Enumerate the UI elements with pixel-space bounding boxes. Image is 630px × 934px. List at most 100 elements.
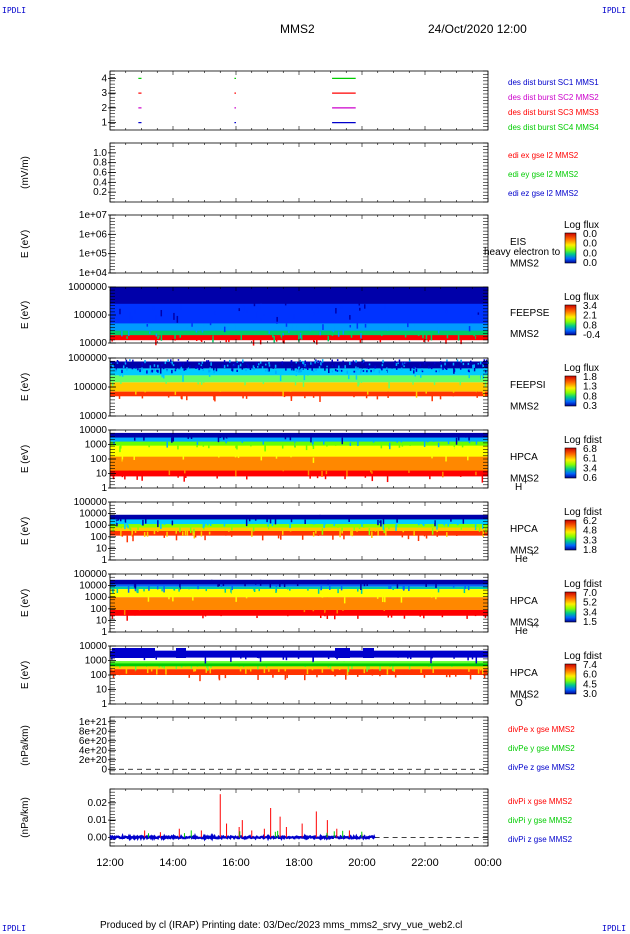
eis-frame: [109, 214, 489, 274]
panel-feepsi: 1000000 100000 10000 E (eV) FEEPSI MMS2 Log fl…: [20, 353, 599, 422]
hpca-hepp-spacecraft-label: MMS2: [510, 618, 539, 629]
eis-ytick-label: 1e+07: [79, 210, 108, 221]
eis-ytick-label: 1e+06: [79, 229, 108, 240]
burst-ytick-label: 3: [101, 88, 107, 99]
hpca-he-colorbar-tick: 1.8: [583, 545, 597, 556]
hpca-o-charge-label: +: [523, 693, 528, 702]
divpi-ylabel: (nPa/km): [20, 797, 31, 838]
eis-overlay-text: heavy electron to: [484, 247, 561, 258]
eis-instrument-label: EIS: [510, 237, 526, 248]
feepse-colorbar-tick: 0.8: [583, 320, 597, 331]
eis-spacecraft-label: MMS2: [510, 259, 539, 270]
hpca-hepp-colorbar-tick: 3.4: [583, 607, 597, 618]
eis-colorbar-tick: 0.0: [583, 248, 597, 259]
hpca-he-ytick-label: 1: [101, 555, 107, 566]
feepse-colorbar-tick: 2.1: [583, 311, 597, 322]
hpca-he-spacecraft-label: MMS2: [510, 546, 539, 557]
hpca-o-colorbar: [564, 663, 577, 695]
divpi-ytick-label: 0.01: [88, 815, 108, 826]
feepsi-colorbar-tick: 1.8: [583, 372, 597, 383]
divpe-frame: [109, 716, 489, 775]
hpca-he-species-label: He: [515, 554, 528, 565]
hpca-hepp-instrument-label: HPCA: [510, 596, 538, 607]
eis-colorbar: [564, 232, 577, 264]
eis-ylabel: E (eV): [20, 230, 31, 258]
plot-title: MMS2: [280, 22, 315, 36]
hpca-hepp-colorbar-tick: 5.2: [583, 598, 597, 609]
edi-ytick-label: 0.4: [93, 177, 107, 188]
hpca-h-ytick-label: 1000: [85, 440, 108, 451]
hpca-h-colorbar-tick: 6.1: [583, 454, 597, 465]
hpca-hepp-charge-label: ++: [530, 621, 540, 630]
feepsi-colorbar-tick: 0.8: [583, 391, 597, 402]
burst-ytick-label: 2: [101, 103, 107, 114]
hpca-he-instrument-label: HPCA: [510, 524, 538, 535]
divpi-ytick-label: 0.00: [88, 832, 108, 843]
legend-entry: edi ey gse l2 MMS2: [508, 170, 579, 179]
hpca-hepp-colorbar: [564, 591, 577, 623]
hpca-h-charge-label: +: [523, 477, 528, 486]
hpca-h-colorbar: [564, 447, 577, 479]
legend-entry: des dist burst SC2 MMS2: [508, 93, 599, 102]
feepsi-colorbar-title: Log flux: [564, 363, 599, 374]
edi-ytick-label: 1.0: [93, 148, 107, 159]
hpca-o-spectrogram: [110, 648, 489, 682]
feepsi-instrument-label: FEEPSI: [510, 380, 546, 391]
time-tick-label: 18:00: [285, 857, 313, 869]
feepsi-spectrogram: [110, 359, 489, 402]
eis-ytick-label: 1e+05: [79, 249, 108, 260]
legend-entry: divPi z gse MMS2: [508, 835, 573, 844]
feepsi-colorbar-tick: 0.3: [583, 401, 597, 412]
feepse-spectrogram: [110, 287, 488, 346]
edi-ytick-label: 0.6: [93, 168, 107, 179]
legend-entry: des dist burst SC1 MMS1: [508, 78, 599, 87]
hpca-he-spectrogram: [110, 514, 488, 543]
legend-entry: divPe x gse MMS2: [508, 725, 575, 734]
edi-ylabel: (mV/m): [20, 156, 31, 189]
panel-burst: 4 3 2 1 des dist burst SC1 MMS1 des dist burs…: [101, 70, 599, 132]
feepsi-colorbar: [564, 375, 577, 407]
feepse-colorbar-tick: -0.4: [583, 330, 601, 341]
edi-frame: [109, 142, 489, 203]
time-tick-label: 20:00: [348, 857, 376, 869]
hpca-h-colorbar-title: Log fdist: [564, 435, 602, 446]
feepsi-colorbar-tick: 1.3: [583, 382, 597, 393]
hpca-o-instrument-label: HPCA: [510, 668, 538, 679]
hpca-hepp-colorbar-title: Log fdist: [564, 579, 602, 590]
hpca-hepp-spectrogram: [110, 579, 488, 621]
divpi-z-trace: [109, 833, 376, 842]
hpca-hepp-ytick-label: 1: [101, 627, 107, 638]
edi-ytick-label: 0.2: [93, 187, 107, 198]
time-tick-label: 00:00: [474, 857, 502, 869]
feepsi-ylabel: E (eV): [20, 373, 31, 401]
time-tick-label: 14:00: [159, 857, 187, 869]
time-tick-label: 12:00: [96, 857, 124, 869]
legend-entry: edi ez gse l2 MMS2: [508, 189, 579, 198]
corner-label-top-right: IPDLI: [602, 6, 627, 15]
feepse-ytick-label: 100000: [74, 310, 108, 321]
hpca-he-colorbar-tick: 6.2: [583, 516, 597, 527]
legend-entry: des dist burst SC4 MMS4: [508, 123, 599, 132]
divpe-ylabel: (nPa/km): [20, 725, 31, 766]
feepsi-ytick-label: 1000000: [68, 353, 107, 364]
hpca-h-instrument-label: HPCA: [510, 452, 538, 463]
corner-label-top-left: IPDLI: [2, 6, 27, 15]
hpca-hepp-ylabel: E (eV): [20, 589, 31, 617]
hpca-he-ytick-label: 100: [90, 532, 107, 543]
feepse-colorbar-tick: 3.4: [583, 301, 597, 312]
hpca-o-colorbar-tick: 6.0: [583, 670, 597, 681]
divpi-ytick-label: 0.02: [88, 798, 108, 809]
legend-entry: edi ex gse l2 MMS2: [508, 151, 579, 160]
legend-entry: divPe y gse MMS2: [508, 744, 575, 753]
hpca-o-colorbar-tick: 4.5: [583, 679, 597, 690]
hpca-h-ytick-label: 1: [101, 483, 107, 494]
feepse-spacecraft-label: MMS2: [510, 329, 539, 340]
divpe-ytick-label: 2e+20: [79, 755, 108, 766]
time-tick-label: 16:00: [222, 857, 250, 869]
feepsi-ytick-label: 10000: [79, 411, 107, 422]
hpca-hepp-ytick-label: 10000: [79, 581, 107, 592]
